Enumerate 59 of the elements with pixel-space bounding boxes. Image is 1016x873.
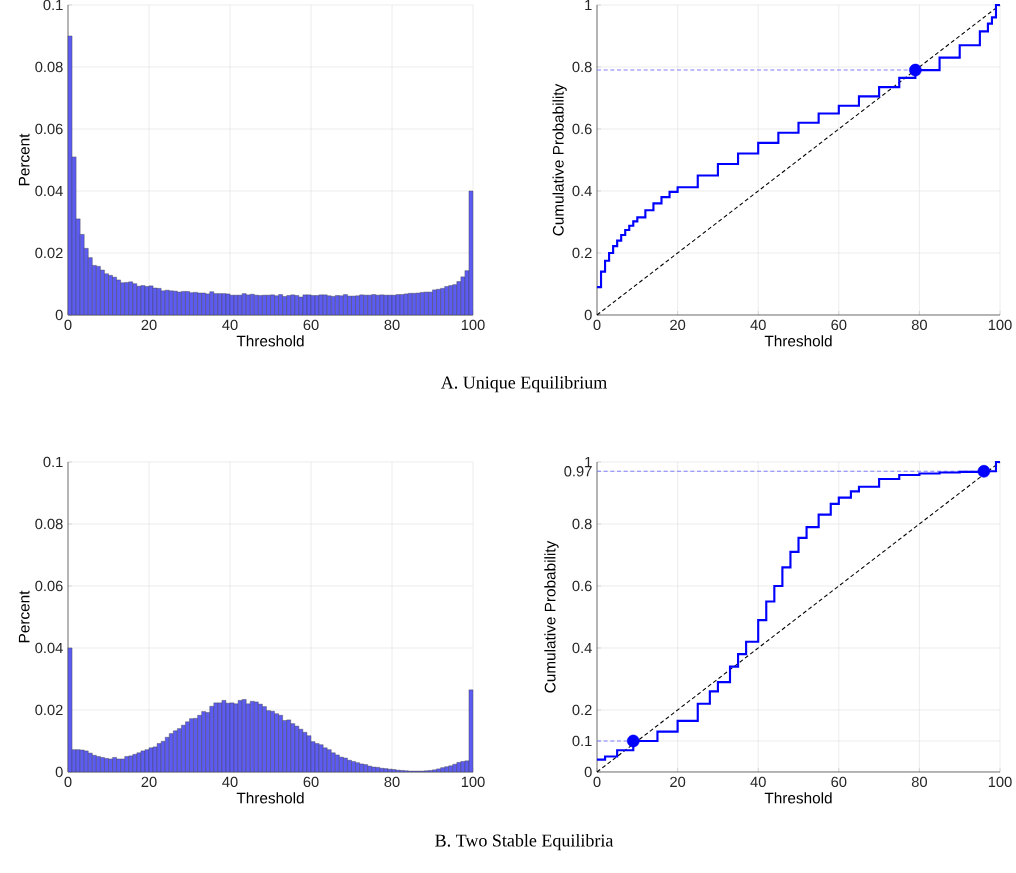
x-tick-label: 20: [141, 776, 157, 788]
x-axis-title: Threshold: [764, 792, 832, 804]
y-tick-label: 0.02: [35, 247, 63, 259]
y-axis-title: Cumulative Probability: [544, 540, 559, 693]
y-tick-label: 0.6: [572, 580, 592, 592]
y-tick-label: 0: [55, 766, 63, 778]
x-tick-label: 40: [222, 319, 238, 331]
y-tick-label: 0: [584, 309, 592, 321]
x-tick-label: 20: [670, 319, 686, 331]
y-axis-title: Cumulative Probability: [552, 83, 567, 236]
x-tick-label: 0: [64, 776, 72, 788]
y-axis-title: Percent: [18, 133, 30, 186]
y-tick-label: 1: [585, 0, 592, 11]
y-tick-label: 0.8: [572, 518, 592, 530]
text: A. Unique Equilibrium: [440, 375, 607, 393]
x-tick-label: 60: [303, 776, 319, 788]
y-tick-label: 0.2: [572, 704, 592, 716]
x-tick-label: 100: [461, 319, 485, 331]
y-tick-label: 0.4: [572, 185, 592, 197]
y-tick-label: 0.08: [35, 61, 63, 73]
x-tick-label: 40: [750, 776, 766, 788]
y-axis-title: Percent: [18, 590, 30, 643]
x-tick-label: 60: [831, 776, 847, 788]
x-tick-label: 0: [64, 319, 72, 331]
x-tick-label: 80: [384, 776, 400, 788]
y-tick-label: 0.8: [572, 61, 592, 73]
x-tick-label: 60: [831, 319, 847, 331]
x-tick-label: 20: [141, 319, 157, 331]
y-tick-label: 0.1: [572, 735, 592, 747]
y-tick-label: 0.4: [572, 642, 592, 654]
y-tick-label: 0.06: [35, 123, 63, 135]
y-tick-label: 0.1: [43, 456, 63, 468]
x-tick-label: 80: [384, 319, 400, 331]
y-tick-label: 0: [584, 766, 592, 778]
x-tick-label: 40: [750, 319, 766, 331]
x-tick-label: 100: [988, 776, 1012, 788]
x-tick-label: 40: [222, 776, 238, 788]
y-tick-label: 0.04: [35, 642, 63, 654]
y-tick-label: 0.6: [572, 123, 592, 135]
y-tick-label: 0.04: [35, 185, 63, 197]
x-tick-label: 0: [593, 776, 601, 788]
x-tick-label: 0: [593, 319, 601, 331]
x-tick-label: 60: [303, 319, 319, 331]
x-axis-title: Threshold: [236, 792, 304, 804]
y-tick-label: 0: [55, 309, 63, 321]
y-tick-label: 0.02: [35, 704, 63, 716]
y-tick-label: 1: [585, 456, 592, 468]
text: B. Two Stable Equilibria: [435, 833, 614, 851]
x-axis-title: Threshold: [236, 335, 304, 347]
y-tick-label: 0.08: [35, 518, 63, 530]
y-tick-label: 0.1: [43, 0, 63, 11]
y-tick-label: 0.2: [572, 247, 592, 259]
x-tick-label: 100: [461, 776, 485, 788]
x-axis-title: Threshold: [764, 335, 832, 347]
y-tick-label: 0.06: [35, 580, 63, 592]
x-tick-label: 100: [988, 319, 1012, 331]
x-tick-label: 80: [911, 319, 927, 331]
x-tick-label: 20: [670, 776, 686, 788]
x-tick-label: 80: [911, 776, 927, 788]
